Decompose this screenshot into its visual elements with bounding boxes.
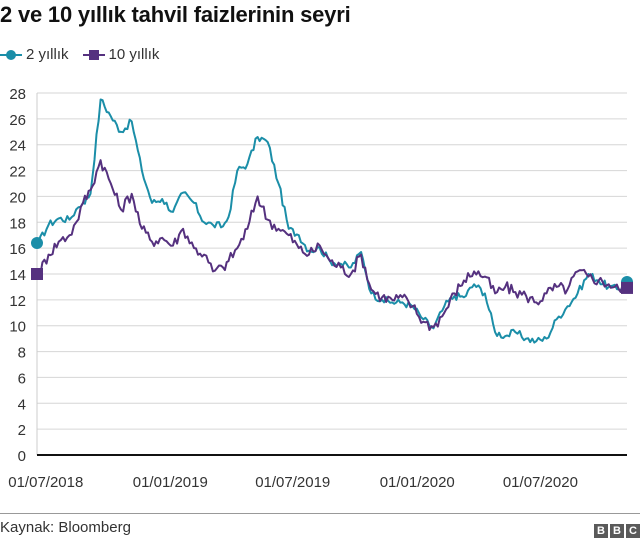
chart-title: 2 ve 10 yıllık tahvil faizlerinin seyri: [0, 2, 351, 27]
svg-text:28: 28: [9, 86, 26, 103]
svg-text:01/01/2020: 01/01/2020: [380, 474, 455, 491]
start-marker-2y-icon: [31, 236, 43, 249]
svg-text:01/07/2020: 01/07/2020: [503, 474, 578, 491]
svg-text:20: 20: [9, 189, 26, 206]
svg-text:01/07/2018: 01/07/2018: [8, 474, 83, 491]
legend-item-10y: 10 yıllık: [82, 46, 160, 63]
end-marker-10y-icon: [621, 281, 633, 294]
svg-text:26: 26: [9, 112, 26, 129]
legend-item-2y: 2 yıllık: [0, 46, 69, 63]
bbc-logo: B B C: [592, 524, 640, 538]
series-10y-line: [38, 159, 627, 331]
svg-text:4: 4: [18, 396, 26, 413]
legend-label-2y: 2 yıllık: [26, 46, 69, 63]
start-marker-10y-icon: [31, 268, 43, 280]
svg-text:01/07/2019: 01/07/2019: [255, 474, 330, 491]
svg-text:16: 16: [9, 241, 26, 258]
legend: 2 yıllık 10 yıllık: [0, 46, 173, 63]
svg-text:18: 18: [9, 215, 26, 232]
svg-text:14: 14: [9, 267, 26, 284]
svg-text:0: 0: [18, 448, 26, 465]
svg-text:01/01/2019: 01/01/2019: [133, 474, 208, 491]
source-note: Kaynak: Bloomberg: [0, 519, 131, 536]
svg-text:12: 12: [9, 293, 26, 310]
legend-label-10y: 10 yıllık: [108, 46, 160, 63]
svg-text:10: 10: [9, 319, 26, 336]
circle-marker-icon: [0, 49, 22, 61]
square-marker-icon: [82, 49, 105, 61]
series-lines: [31, 98, 633, 344]
footer-divider: [0, 513, 640, 514]
svg-text:8: 8: [18, 345, 26, 362]
gridlines: [37, 92, 627, 430]
svg-text:6: 6: [18, 370, 26, 387]
x-axis-ticks: 01/07/2018 01/01/2019 01/07/2019 01/01/2020…: [8, 474, 578, 491]
svg-text:22: 22: [9, 164, 26, 181]
svg-text:2: 2: [18, 422, 26, 439]
series-2y-line: [37, 98, 628, 344]
svg-text:24: 24: [9, 138, 26, 155]
